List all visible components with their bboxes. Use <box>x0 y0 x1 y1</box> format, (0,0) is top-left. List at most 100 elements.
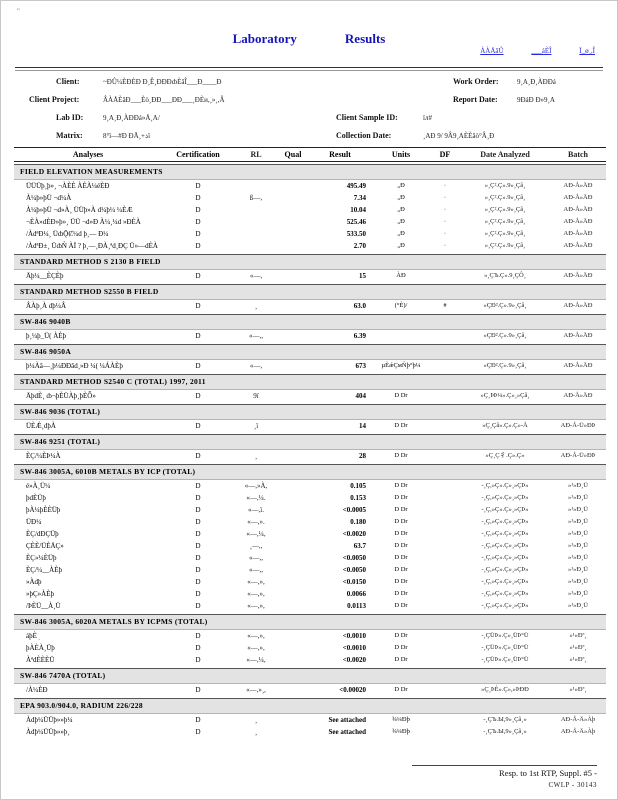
cell-df: # <box>443 302 447 309</box>
table-row: ÂÀþ¸À dþ¼Â D ¸ 63.0 (°È)/ # »ÇÐ².Ç».9»¸Çâ¸ AÐ-Å… <box>14 300 606 312</box>
cell-analyte: /ÀdªÐ¼¸ ÜȸǬȻ¼d þ¸— Ð¼ <box>26 230 109 238</box>
cell-batch: »¹»Ð¸Ü <box>567 602 588 609</box>
table-row: ÜÐ¼ D «—,». 0.180 D Dr -¸Ç,»Ç».Ç»¸»ÇÞ» »¹»Ð¸Ü <box>14 516 606 528</box>
cell-analyte: ÈÇ/¼__ÀÈþ <box>26 566 62 574</box>
cell-result: 0.0113 <box>347 602 366 610</box>
cell-units: ÀÐ <box>396 272 406 279</box>
cell-rl: ¸—,, <box>249 542 263 550</box>
cell-batch: AÐ-Å-Ü»ÐÞ <box>560 452 596 459</box>
cell-units: D Dr <box>394 578 408 585</box>
cell-qual <box>278 714 308 726</box>
cell-cert: D <box>195 602 201 610</box>
header-link-3[interactable]: Ï_ø¸,Î <box>579 47 595 55</box>
top-divider-thin <box>15 70 603 71</box>
table-row: /À¼ÈÐ D «—,»¸, <0.00020 D Dr »Ç¸ÞÈ».Ç»,»ÞÐÐ »¹… <box>14 684 606 696</box>
cell-qual <box>278 204 308 216</box>
table-row: þÀ¼þÈÈÜþ D «—,ï. <0.0005 D Dr -¸Ç,»Ç».Ç»¸»ÇÞ»… <box>14 504 606 516</box>
cell-result: <0.0050 <box>342 566 366 574</box>
cell-cert: D <box>195 542 201 550</box>
table-row: ÄþdÈ¸ ȸ¬þÈÜÀþ¸þÈȬ» D 9ï 404 D Dr »Ç¸ÞÞ¼».Ç»¸»… <box>14 390 606 402</box>
cell-df <box>430 390 460 402</box>
cell-batch: »¹»Ð¸Ü <box>567 590 588 597</box>
cell-date: -¸Ç,»Ç».Ç»¸»ÇÞ» <box>481 578 529 585</box>
cell-result: 0.153 <box>350 494 366 502</box>
cell-date: »¸Ç².Ç».9»¸Çâ¸ <box>484 218 526 225</box>
footer-note: Resp. to 1st RTP, Suppl. #5 - <box>499 768 597 778</box>
cell-date: -¸Ç,»Ç».Ç»¸»ÇÞ» <box>481 518 529 525</box>
cell-cert: D <box>195 590 201 598</box>
cell-units: D Dr <box>394 686 408 693</box>
cell-rl: «—,ï. <box>248 506 264 514</box>
cell-batch: »¹»Ð¸Ü <box>567 506 588 513</box>
section-header: EPA 903.0/904.0, RADIUM 226/228 <box>14 698 606 714</box>
report-date-label: Report Date: <box>453 95 498 104</box>
cell-batch: AÐ-Å»ÄÐ <box>563 392 593 399</box>
cell-units: ¾¼Ðþ <box>392 728 410 735</box>
cell-cert: D <box>195 206 201 214</box>
cell-analyte: þ¼Àâ—¸þ¼ÐÐâd¸»Ð ¼( ¼ÁÀÈþ <box>26 362 123 370</box>
header-link-2[interactable]: ___áÈÎ <box>531 47 552 55</box>
cell-qual <box>278 300 308 312</box>
column-header-analyte: Analyses <box>72 150 104 159</box>
cell-analyte: À¼þ»þÜ ¬d»À¸ ÜÜþ»À d¼þ¼ ¼ÈÆ <box>26 206 133 214</box>
cell-result: 0.0066 <box>346 590 366 598</box>
cell-qual <box>278 726 308 738</box>
cell-batch: »¹»Ð¸Ü <box>567 542 588 549</box>
header-link-1[interactable]: ÀÀÅâṸ <box>480 47 504 55</box>
cell-cert: D <box>195 482 201 490</box>
cell-cert: D <box>195 194 201 202</box>
table-row: ÜÈǼ¸dþÀ D ¸ï 14 D Dr »Ç¸Çâ».Ç».Ç»-Å AÐ-Å-Ü»ÐÞ <box>14 420 606 432</box>
table-row: ÈÇ»¼ÈÜþ D «—,, <0.0050 D Dr -¸Ç,»Ç».Ç»¸»ÇÞ» »¹… <box>14 552 606 564</box>
cell-date: »¸Ç².Ç».9»¸Çâ¸ <box>484 242 526 249</box>
cell-date: -¸Ç,»Ç».Ç»¸»ÇÞ» <box>481 482 529 489</box>
collection-date-value: ¸AÐ 9/ 9Â9¸AÈÈâò°Â¸Ð <box>423 132 495 140</box>
cell-analyte: þÀÈÀ¸Üþ <box>26 644 55 652</box>
cell-analyte: Äþ¼__ÈÇÈþ <box>26 272 64 280</box>
cell-qual <box>278 654 308 666</box>
cell-qual <box>278 192 308 204</box>
cell-batch: »¹»Ð¸Ü <box>567 566 588 573</box>
cell-rl: ¸ï <box>253 422 259 430</box>
cell-rl: «—,», <box>247 590 265 598</box>
cell-qual <box>278 540 308 552</box>
cell-cert: D <box>195 506 201 514</box>
cell-df <box>430 684 460 696</box>
footer-divider <box>412 765 597 766</box>
cell-rl: «—, <box>249 272 263 280</box>
cell-date: -¸Ç,»Ç».Ç»¸»ÇÞ» <box>481 530 529 537</box>
cell-qual <box>278 420 308 432</box>
collection-date-label: Collection Date: <box>336 131 392 140</box>
cell-cert: D <box>195 272 201 280</box>
cell-qual <box>278 684 308 696</box>
cell-rl: «—,». <box>247 518 265 526</box>
cell-batch: »¹»Ð¸Ü <box>567 482 588 489</box>
cell-analyte: /ÀdªÐ±¸ ÜȸǸ ÀÏ ? þ¸—¸ÐÀ¸ªd¸ÐÇ Ü»—dÈÀ <box>26 242 158 250</box>
cell-result: 6.39 <box>353 332 366 340</box>
section-header: STANDARD METHOD S2540 C (TOTAL) 1997, 20… <box>14 374 606 390</box>
section-header: SW-846 9040B <box>14 314 606 330</box>
cell-units: D Dr <box>394 602 408 609</box>
section-header: STANDARD METHOD S2550 B FIELD <box>14 284 606 300</box>
cell-units <box>372 330 430 342</box>
cell-rl <box>234 228 278 240</box>
cell-analyte: ÈÇ/dÐÇÜþ <box>26 530 59 538</box>
cell-df <box>430 714 460 726</box>
cell-cert: D <box>195 242 201 250</box>
cell-date: »ÇÐ².Ç».9»¸Çâ¸ <box>483 302 527 309</box>
cell-rl: ¸ <box>254 452 258 460</box>
cell-result: <0.0005 <box>342 506 366 514</box>
cell-cert: D <box>195 218 201 226</box>
cell-date: »¸Ç².Ç».9»¸Çâ¸ <box>484 182 526 189</box>
cell-date: »Ç¸ÞÈ».Ç»,»ÞÐÐ <box>481 686 529 693</box>
cell-cert: D <box>195 230 201 238</box>
cell-date: »Ç¸Çâ».Ç».Ç»-Å <box>482 422 528 429</box>
page-title-word-1: Laboratory <box>232 31 297 46</box>
cell-result: 2.70 <box>353 242 366 250</box>
cell-qual <box>278 330 308 342</box>
cell-df <box>430 600 460 612</box>
cell-batch: AÐ-Å-Ü»ÐÞ <box>560 422 596 429</box>
cell-rl: «—,», <box>247 644 265 652</box>
cell-qual <box>278 600 308 612</box>
top-divider <box>15 67 603 68</box>
